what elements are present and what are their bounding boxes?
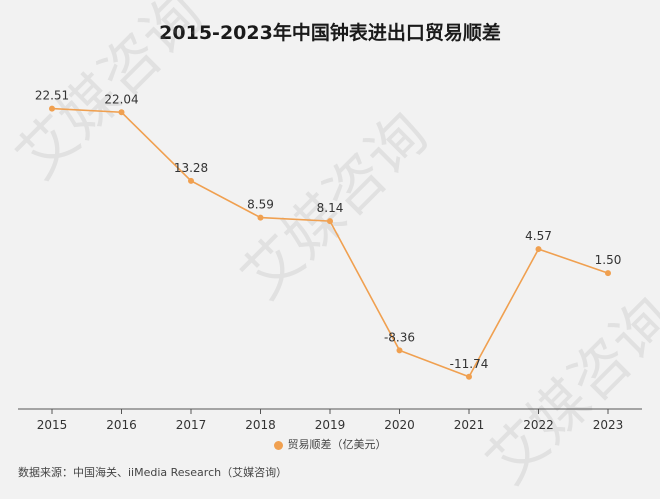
x-tick-label: 2016	[106, 418, 137, 432]
x-tick-label: 2017	[176, 418, 207, 432]
data-point	[535, 246, 542, 253]
data-point	[396, 347, 403, 354]
x-tick-label: 2023	[593, 418, 624, 432]
x-tick-label: 2019	[315, 418, 346, 432]
data-point	[605, 270, 611, 277]
data-point	[466, 373, 472, 380]
data-point	[188, 177, 194, 184]
legend-label: 贸易顺差（亿美元）	[287, 438, 387, 451]
chart-title: 2015-2023年中国钟表进出口贸易顺差	[159, 22, 501, 44]
data-point	[257, 214, 264, 221]
x-tick-label: 2021	[454, 418, 485, 432]
data-label: -8.36	[384, 330, 415, 344]
legend-marker	[273, 440, 283, 450]
data-point	[118, 109, 125, 116]
x-tick-label: 2018	[245, 418, 276, 432]
data-point	[49, 105, 55, 112]
data-label: 8.59	[247, 198, 274, 212]
chart-legend: 贸易顺差（亿美元）	[0, 436, 660, 452]
source-note: 数据来源：中国海关、iiMedia Research（艾媒咨询）	[18, 466, 288, 479]
data-label: -11.74	[450, 357, 489, 371]
data-label: 8.14	[317, 201, 344, 215]
x-tick-label: 2020	[384, 418, 415, 432]
data-label: 22.04	[104, 92, 138, 106]
data-label: 22.51	[35, 89, 69, 103]
data-point	[327, 218, 333, 225]
x-tick-label: 2022	[523, 418, 554, 432]
data-label: 1.50	[595, 253, 622, 267]
x-tick-label: 2015	[37, 418, 68, 432]
data-label: 13.28	[174, 161, 208, 175]
data-label: 4.57	[525, 229, 552, 243]
